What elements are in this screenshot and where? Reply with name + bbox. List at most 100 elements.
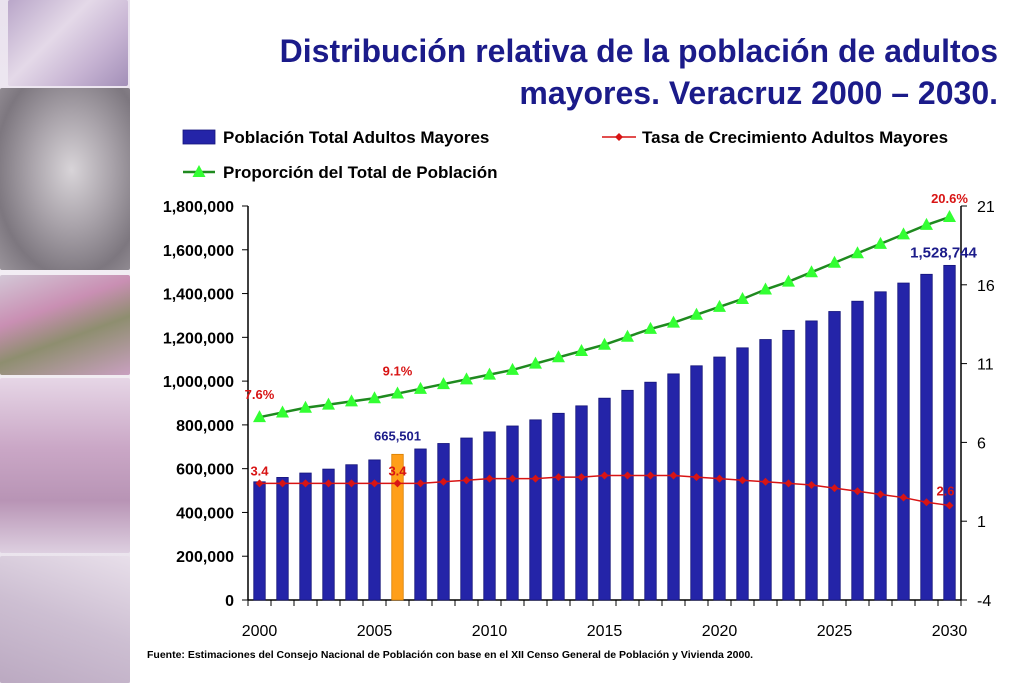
population-bar xyxy=(667,373,680,601)
growth-rate-point xyxy=(393,479,402,488)
highlight-bar xyxy=(391,453,404,601)
population-bar xyxy=(322,468,335,601)
population-bar xyxy=(598,397,611,601)
growth-rate-point xyxy=(761,477,770,486)
growth-rate-point xyxy=(347,479,356,488)
flowers-photo xyxy=(0,275,130,375)
growth-rate-point xyxy=(462,476,471,485)
proportion-point xyxy=(253,410,266,423)
proportion-data-label: 20.6% xyxy=(931,191,968,206)
left-tick-label: 600,000 xyxy=(176,462,234,479)
proportion-point xyxy=(897,227,910,240)
proportion-point xyxy=(437,377,450,390)
proportion-point xyxy=(828,255,841,268)
growth-rate-point xyxy=(945,501,954,510)
population-bar xyxy=(897,282,910,601)
population-bar xyxy=(552,412,565,601)
proportion-point xyxy=(368,391,381,404)
growth-data-label: 2.6 xyxy=(936,483,954,498)
growth-rate-point xyxy=(876,490,885,499)
hands-photo xyxy=(8,0,128,86)
left-tick-label: 1,200,000 xyxy=(163,330,234,347)
proportion-point xyxy=(460,372,473,385)
bar-data-label: 665,501 xyxy=(374,428,421,443)
growth-rate-point xyxy=(439,477,448,486)
population-bar xyxy=(736,347,749,601)
population-bar xyxy=(345,464,358,601)
growth-rate-point xyxy=(715,474,724,483)
right-tick-label: 16 xyxy=(977,278,995,295)
x-tick-label: 2020 xyxy=(702,623,738,640)
proportion-point xyxy=(644,321,657,334)
population-bar xyxy=(483,431,496,601)
population-bar xyxy=(943,264,956,601)
proportion-point xyxy=(575,343,588,356)
left-tick-label: 400,000 xyxy=(176,505,234,522)
proportion-line xyxy=(259,215,950,419)
legend-label: Proporción del Total de Población xyxy=(223,163,498,182)
population-bar xyxy=(920,273,933,601)
left-tick-label: 0 xyxy=(225,593,234,610)
proportion-point xyxy=(299,400,312,413)
proportion-point xyxy=(920,217,933,230)
growth-data-label: 3.4 xyxy=(388,463,407,478)
bar-data-label: 1,528,744 xyxy=(910,244,977,261)
decorative-photo-strip xyxy=(0,0,130,683)
right-tick-label: 21 xyxy=(977,199,995,216)
population-bar xyxy=(368,459,381,601)
chart-title: Distribución relativa de la población de… xyxy=(140,30,998,114)
left-tick-label: 1,800,000 xyxy=(163,199,234,216)
proportion-point xyxy=(736,291,749,304)
x-tick-label: 2000 xyxy=(242,623,278,640)
population-bar xyxy=(874,291,887,601)
growth-rate-point xyxy=(853,487,862,496)
population-bar xyxy=(529,419,542,601)
proportion-point xyxy=(276,405,289,418)
x-tick-label: 2005 xyxy=(357,623,393,640)
growth-rate-point xyxy=(738,476,747,485)
growth-rate-point xyxy=(301,479,310,488)
proportion-point xyxy=(690,307,703,320)
x-tick-label: 2030 xyxy=(932,623,968,640)
right-tick-label: 6 xyxy=(977,435,986,452)
proportion-data-label: 9.1% xyxy=(383,364,413,379)
population-bar xyxy=(621,389,634,601)
population-bar xyxy=(575,405,588,601)
growth-rate-point xyxy=(370,479,379,488)
growth-rate-point xyxy=(255,479,264,488)
population-bar xyxy=(828,311,841,601)
growth-rate-point xyxy=(278,479,287,488)
title-line-1: Distribución relativa de la población de… xyxy=(279,33,998,69)
proportion-data-label: 7.6% xyxy=(245,387,275,402)
left-tick-label: 1,400,000 xyxy=(163,287,234,304)
x-tick-label: 2015 xyxy=(587,623,623,640)
x-tick-label: 2010 xyxy=(472,623,508,640)
growth-rate-point xyxy=(899,493,908,502)
proportion-point xyxy=(345,394,358,407)
legend-swatch-population xyxy=(182,129,216,145)
proportion-point xyxy=(874,236,887,249)
proportion-point xyxy=(759,282,772,295)
left-tick-label: 800,000 xyxy=(176,418,234,435)
population-bar xyxy=(805,320,818,601)
legend-label: Población Total Adultos Mayores xyxy=(223,128,489,147)
elderly-man-photo xyxy=(0,88,130,270)
population-bar xyxy=(437,443,450,601)
proportion-point xyxy=(414,381,427,394)
proportion-point xyxy=(483,367,496,380)
population-bar xyxy=(782,329,795,601)
population-bar xyxy=(253,481,266,601)
population-bar xyxy=(759,339,772,601)
legend-marker-growth xyxy=(615,133,623,141)
growth-rate-point xyxy=(922,498,931,507)
growth-rate-point xyxy=(554,473,563,482)
source-footnote: Fuente: Estimaciones del Consejo Naciona… xyxy=(147,649,754,661)
proportion-point xyxy=(552,350,565,363)
hand-photo xyxy=(0,556,130,683)
legend-label: Tasa de Crecimiento Adultos Mayores xyxy=(642,128,948,147)
growth-rate-point xyxy=(623,471,632,480)
proportion-point xyxy=(391,386,404,399)
population-bar xyxy=(460,437,473,601)
